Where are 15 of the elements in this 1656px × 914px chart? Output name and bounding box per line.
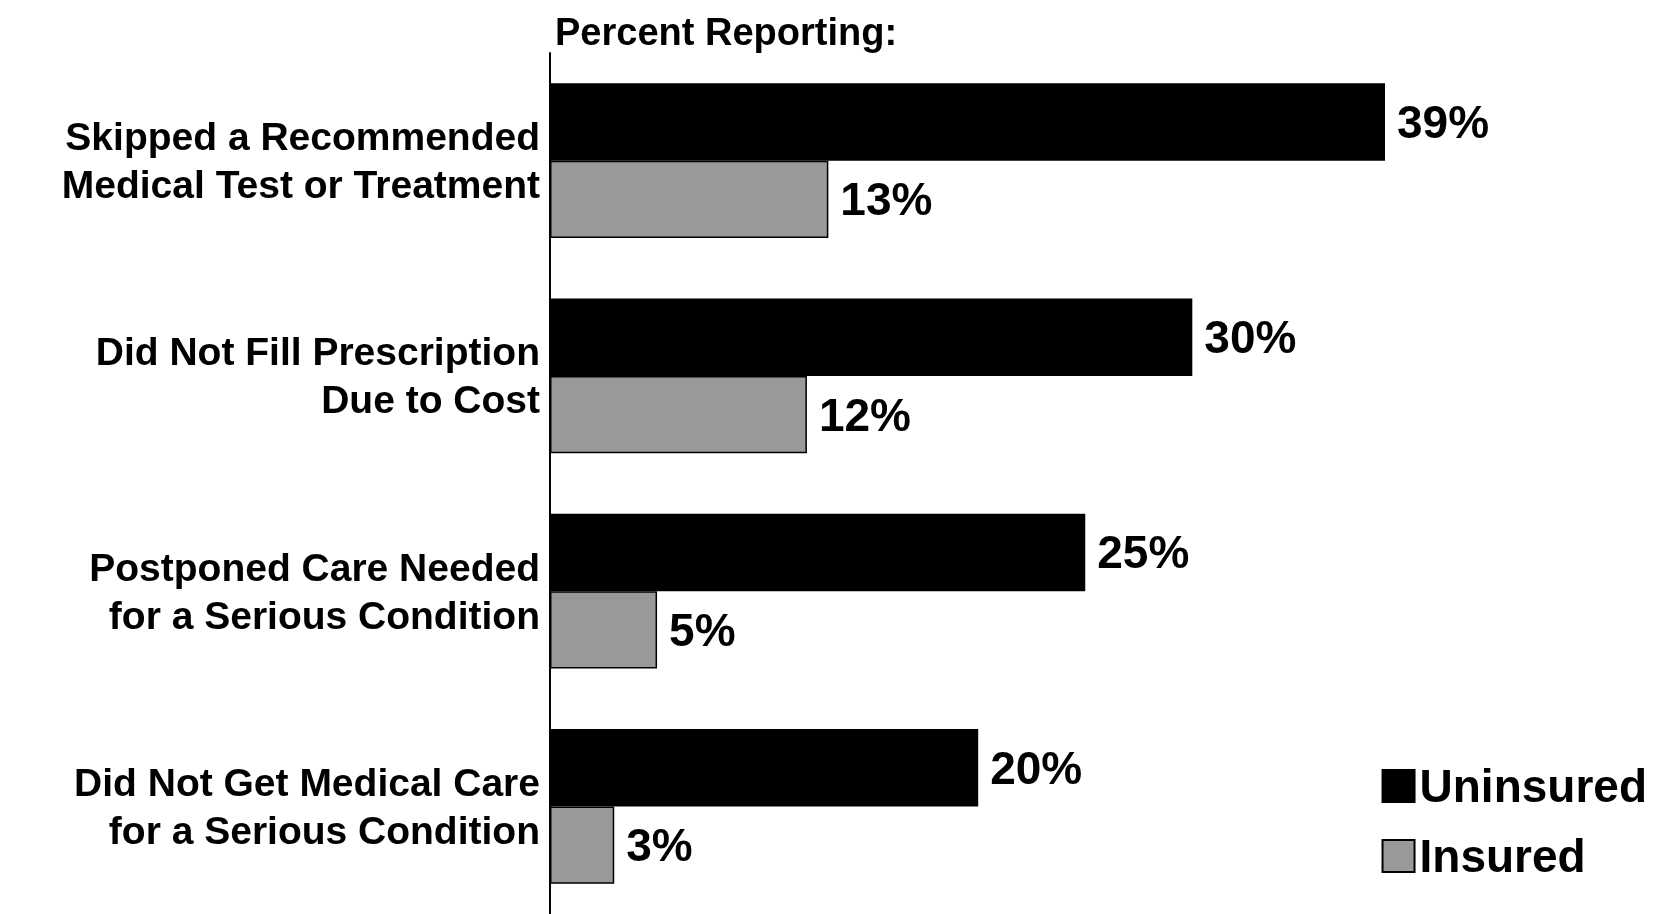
data-label: 12% (818, 388, 911, 441)
chart-title: Percent Reporting: (555, 11, 898, 53)
data-label: 39% (1397, 95, 1490, 148)
data-label: 25% (1097, 526, 1190, 579)
y-tick-label: Did Not Fill Prescription Due to Cost (95, 330, 541, 422)
data-label: 13% (840, 173, 933, 226)
y-tick-label: Skipped a Recommended Medical Test or Treatment (61, 115, 541, 207)
data-label: 30% (1204, 311, 1297, 364)
legend-label: Uninsured (1419, 760, 1648, 812)
data-label: 3% (626, 819, 693, 872)
legend-label: Insured (1419, 830, 1586, 882)
data-label: 5% (669, 603, 736, 656)
y-tick-label: Did Not Get Medical Care for a Serious Condition (74, 760, 540, 852)
y-tick-label: Postponed Care Needed for a Serious Condition (89, 545, 540, 637)
data-label: 20% (990, 741, 1083, 794)
